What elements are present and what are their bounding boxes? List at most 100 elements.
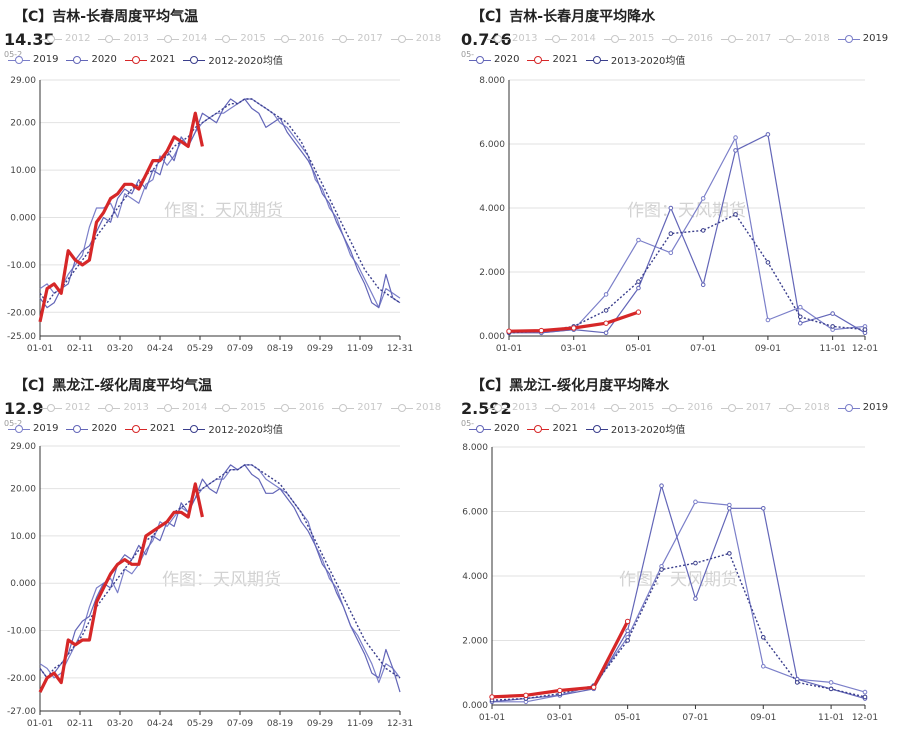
- legend-item-2013-2020均值[interactable]: 2013-2020均值: [585, 52, 686, 67]
- legend-label: 2013: [512, 402, 538, 413]
- x-tick-label: 07-09: [227, 344, 253, 354]
- y-tick-label: -20.00: [7, 674, 36, 684]
- legend-label: 2015: [240, 33, 266, 44]
- legend-marker-icon: [66, 424, 89, 433]
- data-point: [603, 320, 609, 326]
- legend-item-2018[interactable]: 2018: [779, 33, 830, 44]
- legend-label: 2016: [687, 402, 713, 413]
- y-tick-label: -10.00: [7, 261, 36, 271]
- data-point: [538, 327, 545, 334]
- legend-item-2021[interactable]: 2021: [124, 54, 176, 65]
- series-line-2019: [39, 98, 401, 309]
- legend-item-2020[interactable]: 2020: [469, 54, 519, 65]
- x-tick-label: 05-29: [187, 719, 213, 729]
- legend-item-2020[interactable]: 2020: [469, 423, 519, 434]
- data-point: [693, 560, 698, 566]
- x-tick-label: 12-31: [387, 344, 413, 354]
- legend-item-2014[interactable]: 2014: [545, 33, 596, 44]
- legend-label: 2018: [415, 402, 442, 413]
- legend-label: 2012-2020均值: [208, 425, 283, 436]
- data-point: [693, 596, 698, 601]
- legend-item-2013-2020均值[interactable]: 2013-2020均值: [585, 421, 686, 436]
- legend-item-2019[interactable]: 2019: [837, 402, 888, 413]
- legend-item-2012[interactable]: 2012: [40, 402, 90, 413]
- x-tick-label: 02-11: [67, 344, 93, 354]
- legend-marker-icon: [487, 34, 509, 43]
- data-point: [765, 260, 771, 265]
- legend-item-2021[interactable]: 2021: [124, 423, 175, 434]
- legend-item-2014[interactable]: 2014: [545, 402, 596, 413]
- legend-item-2015[interactable]: 2015: [215, 33, 266, 44]
- x-tick-label: 03-01: [561, 344, 587, 354]
- legend-label: 2021: [149, 54, 176, 65]
- legend-label: 2020: [494, 54, 520, 65]
- legend-item-2013[interactable]: 2013: [98, 402, 149, 413]
- legend-item-2017[interactable]: 2017: [332, 402, 383, 413]
- legend-item-2012-2020均值[interactable]: 2012-2020均值: [183, 421, 283, 436]
- legend-item-2013[interactable]: 2013: [487, 33, 537, 44]
- legend-row-faded: 2013 2014 2015 2016 2017 2018 2019: [487, 402, 896, 415]
- legend-item-2020[interactable]: 2020: [66, 54, 117, 65]
- x-tick-label: 03-01: [547, 713, 573, 723]
- x-tick-label: 07-01: [690, 344, 716, 354]
- legend-row-active: 2019 2020 2021 2012-2020均值: [8, 52, 291, 67]
- legend-item-2020[interactable]: 2020: [66, 423, 117, 434]
- current-date: 05-: [461, 419, 475, 428]
- legend-item-2015[interactable]: 2015: [603, 33, 654, 44]
- legend-item-2019[interactable]: 2019: [8, 54, 58, 65]
- legend-marker-icon: [662, 403, 685, 412]
- legend-item-2017[interactable]: 2017: [332, 33, 383, 44]
- x-tick-label: 03-20: [107, 719, 133, 729]
- data-point: [659, 483, 664, 488]
- legend-label: 2013-2020均值: [610, 56, 686, 67]
- legend-item-2016[interactable]: 2016: [662, 33, 713, 44]
- x-tick-label: 01-01: [27, 344, 53, 354]
- legend-label: 2019: [862, 33, 889, 44]
- legend-item-2018[interactable]: 2018: [390, 33, 441, 44]
- x-tick-label: 07-01: [682, 713, 708, 723]
- legend-item-2013[interactable]: 2013: [98, 33, 149, 44]
- series-line-2013-2020均值: [491, 552, 866, 701]
- series-line-2021: [491, 620, 630, 699]
- x-tick-label: 04-24: [147, 344, 173, 354]
- legend-item-2016[interactable]: 2016: [662, 402, 713, 413]
- legend-item-2018[interactable]: 2018: [390, 402, 442, 413]
- legend-item-2014[interactable]: 2014: [156, 402, 207, 413]
- legend-marker-icon: [183, 55, 206, 64]
- x-tick-label: 05-29: [187, 344, 213, 354]
- data-point: [830, 311, 835, 316]
- legend-item-2021[interactable]: 2021: [527, 423, 578, 434]
- series-line-2020: [39, 98, 401, 309]
- legend-item-2017[interactable]: 2017: [720, 402, 771, 413]
- x-tick-label: 09-29: [307, 719, 333, 729]
- legend-label: 2013: [512, 33, 538, 44]
- legend-label: 2013: [123, 33, 149, 44]
- data-point: [603, 292, 609, 297]
- legend-item-2019[interactable]: 2019: [837, 33, 889, 44]
- legend-item-2012[interactable]: 2012: [40, 33, 90, 44]
- legend-item-2018[interactable]: 2018: [779, 402, 830, 413]
- legend-item-2012-2020均值[interactable]: 2012-2020均值: [183, 52, 283, 67]
- series-line-2012-2020均值: [39, 98, 401, 304]
- legend-item-2016[interactable]: 2016: [273, 33, 324, 44]
- legend-label: 2020: [91, 54, 117, 65]
- legend-label: 2012-2020均值: [208, 56, 283, 67]
- legend-item-2015[interactable]: 2015: [603, 402, 654, 413]
- x-tick-label: 01-01: [27, 719, 53, 729]
- legend-item-2016[interactable]: 2016: [273, 402, 324, 413]
- legend-marker-icon: [40, 34, 62, 43]
- legend-item-2014[interactable]: 2014: [156, 33, 207, 44]
- legend-item-2013[interactable]: 2013: [487, 402, 537, 413]
- x-tick-label: 09-01: [755, 344, 781, 354]
- y-tick-label: 6.000: [462, 508, 488, 518]
- series-line-2013-2020均值: [508, 213, 866, 334]
- legend-item-2021[interactable]: 2021: [527, 54, 578, 65]
- legend-item-2015[interactable]: 2015: [215, 402, 266, 413]
- legend-item-2017[interactable]: 2017: [720, 33, 771, 44]
- legend-label: 2012: [65, 33, 91, 44]
- x-tick-label: 12-01: [852, 344, 878, 354]
- legend-item-2019[interactable]: 2019: [8, 423, 58, 434]
- legend-label: 2017: [357, 402, 383, 413]
- data-point: [760, 505, 766, 511]
- legend-label: 2013-2020均值: [610, 425, 686, 436]
